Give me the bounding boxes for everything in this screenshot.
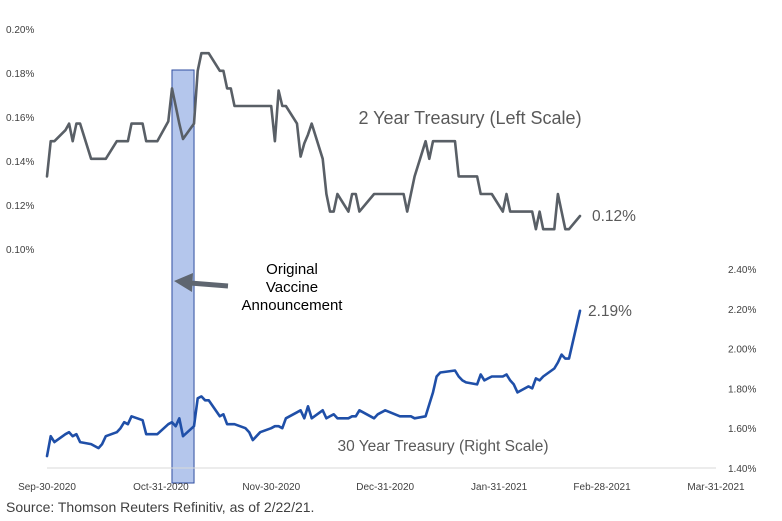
y-right-tick-label: 1.80%	[728, 384, 756, 395]
annotation-text-line: Vaccine	[266, 279, 318, 296]
y-left-tick-label: 0.16%	[6, 113, 34, 124]
x-tick-label: Dec-31-2020	[356, 482, 414, 493]
y-left-tick-label: 0.10%	[6, 245, 34, 256]
vaccine-announcement-band	[171, 69, 195, 484]
y-left-tick-label: 0.18%	[6, 69, 34, 80]
x-tick-label: Feb-28-2021	[573, 482, 631, 493]
y-right-tick-label: 2.20%	[728, 305, 756, 316]
annotation-text-line: Original	[266, 261, 318, 278]
two-year-treasury-line	[45, 51, 582, 231]
thirty-year-series-label: 30 Year Treasury (Right Scale)	[337, 438, 548, 455]
y-left-tick-label: 0.20%	[6, 25, 34, 36]
source-note: Source: Thomson Reuters Refinitiv, as of…	[6, 499, 315, 515]
x-tick-label: Nov-30-2020	[242, 482, 300, 493]
thirty-year-treasury-line	[45, 309, 582, 458]
annotation-arrow-shaft	[189, 280, 229, 289]
y-left-tick-label: 0.12%	[6, 201, 34, 212]
thirty-year-end-value-label: 2.19%	[588, 303, 632, 320]
y-left-tick-label: 0.14%	[6, 157, 34, 168]
x-tick-label: Oct-31-2020	[133, 482, 189, 493]
two-year-series-label: 2 Year Treasury (Left Scale)	[358, 108, 581, 128]
x-tick-label: Mar-31-2021	[687, 482, 745, 493]
annotation-text-line: Announcement	[242, 297, 344, 314]
annotation-arrow-head	[174, 273, 193, 292]
y-right-tick-label: 1.60%	[728, 424, 756, 435]
y-right-tick-label: 2.00%	[728, 345, 756, 356]
x-tick-label: Jan-31-2021	[471, 482, 528, 493]
y-right-tick-label: 2.40%	[728, 265, 756, 276]
two-year-end-value-label: 0.12%	[592, 208, 636, 225]
x-tick-label: Sep-30-2020	[18, 482, 76, 493]
y-right-tick-label: 1.40%	[728, 464, 756, 475]
